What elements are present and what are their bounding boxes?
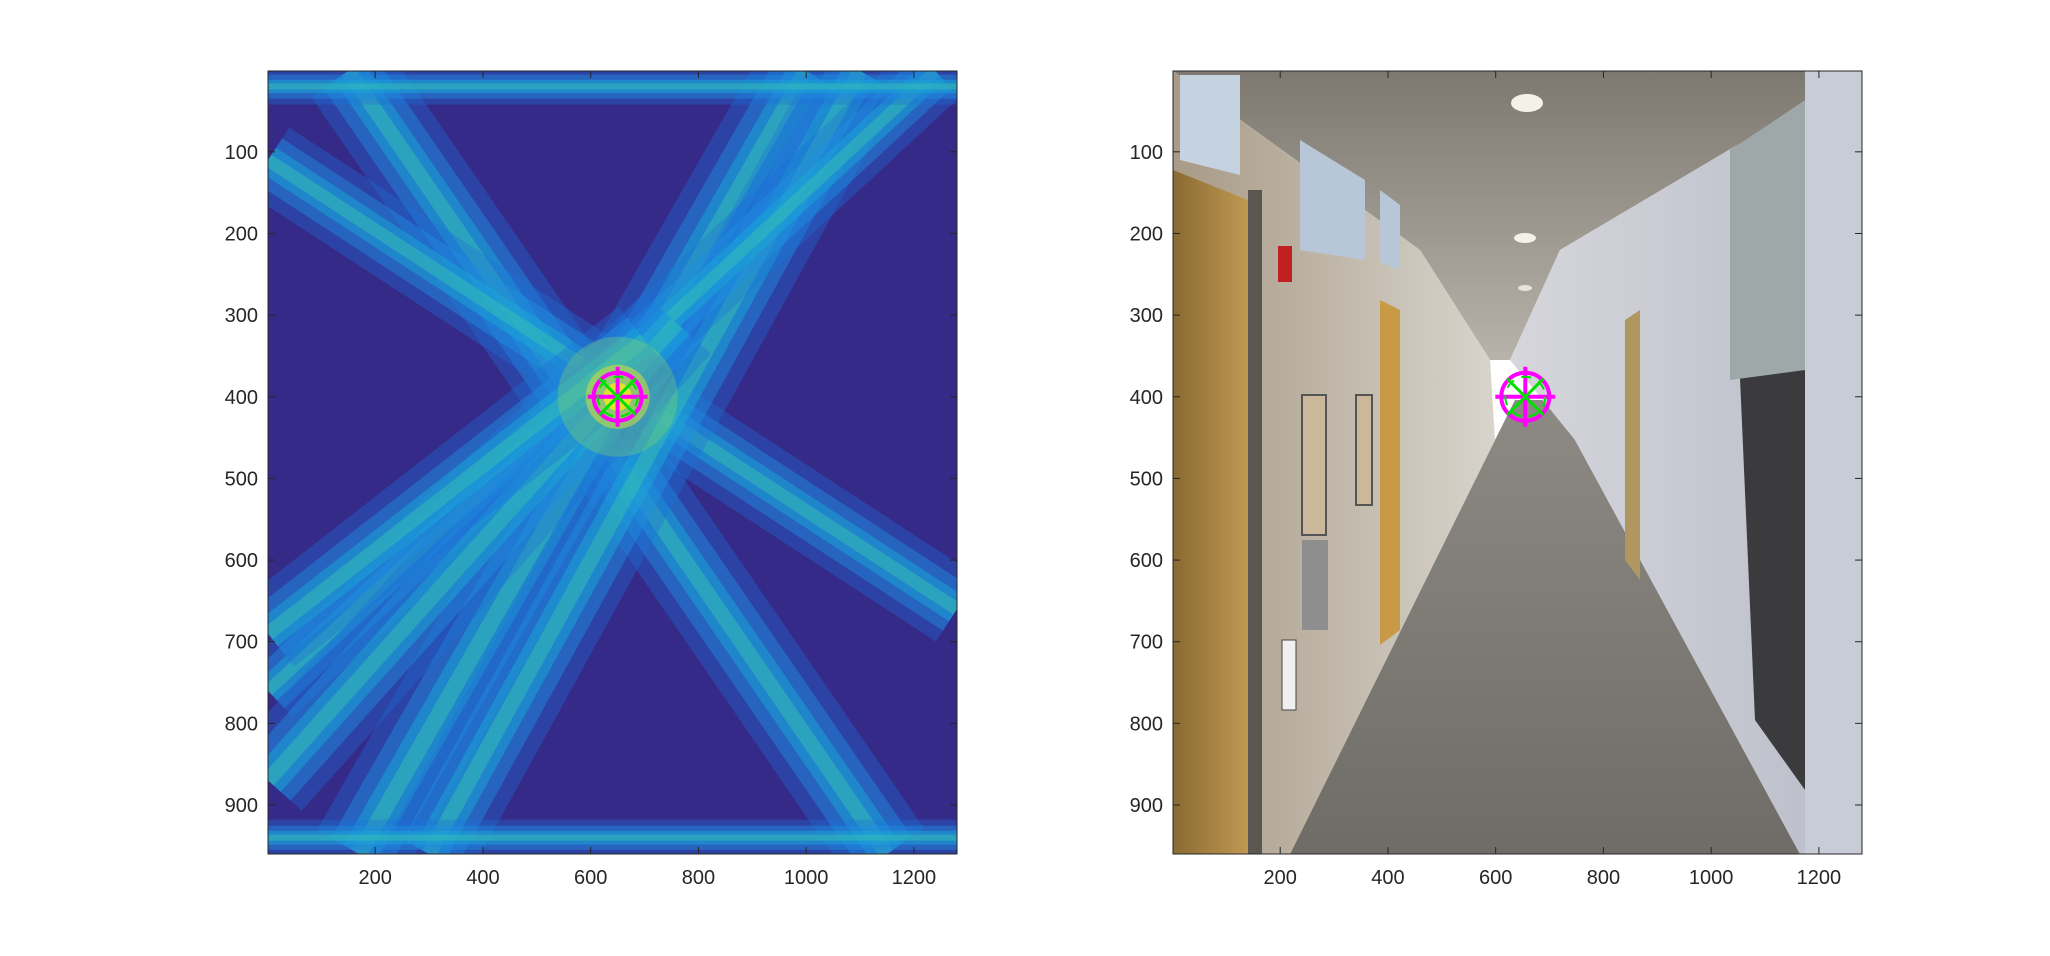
heatmap-xtick-label: 400 — [466, 867, 499, 889]
photo-bulletin-board-2 — [1355, 394, 1373, 506]
photo-right-doorway — [1625, 310, 1640, 580]
photo-light-3 — [1518, 285, 1532, 291]
heatmap-marker — [587, 366, 648, 427]
photo-xtick-label: 200 — [1264, 867, 1297, 889]
photo-door-far — [1380, 300, 1400, 645]
heatmap-xtick-label: 200 — [359, 867, 392, 889]
heatmap-beam — [310, 71, 925, 854]
heatmap-ytick-label: 200 — [225, 223, 258, 245]
photo-bulletin-board-1 — [1301, 394, 1327, 536]
photo-marker-x — [1506, 377, 1545, 416]
photo-ceiling — [1173, 71, 1862, 360]
photo-ytick-label: 400 — [1130, 387, 1163, 409]
photo-xtick-label: 800 — [1587, 867, 1620, 889]
heatmap-ticks: 200 400 600 800 1000 1200 100 200 300 400 500 600 70… — [225, 71, 957, 889]
photo-marker-ring — [1504, 375, 1547, 418]
photo-ticks: 200 400 600 800 1000 1200 100 200 300 400 500 600 70… — [1130, 71, 1862, 889]
photo-door-near — [1173, 170, 1258, 854]
photo-right-glass-top — [1730, 100, 1805, 380]
heatmap-ytick-label: 700 — [225, 632, 258, 654]
photo-marker — [1495, 366, 1556, 427]
photo-fire-alarm — [1278, 246, 1292, 282]
heatmap-ytick-label: 900 — [225, 795, 258, 817]
heatmap-beam — [316, 71, 849, 854]
photo-axes: 200 400 600 800 1000 1200 100 200 300 400 500 600 70… — [1130, 70, 1863, 889]
heatmap-axes: 200 400 600 800 1000 1200 100 200 300 400 500 600 70… — [225, 70, 958, 889]
photo-window-near — [1180, 75, 1240, 175]
photo-window-2 — [1380, 190, 1400, 270]
heatmap-ytick-label: 800 — [225, 713, 258, 735]
photo-light-1 — [1511, 94, 1543, 112]
photo-axes-frame — [1172, 70, 1863, 855]
heatmap-beam — [268, 306, 671, 667]
photo-ytick-label: 600 — [1130, 550, 1163, 572]
hallway-photo — [1173, 71, 1862, 854]
photo-poster — [1281, 639, 1297, 711]
photo-xtick-label: 400 — [1371, 867, 1404, 889]
photo-door-frame — [1248, 190, 1262, 854]
photo-xtick-label: 1200 — [1797, 867, 1842, 889]
heatmap-marker-x — [598, 377, 637, 416]
heatmap-xtick-label: 600 — [574, 867, 607, 889]
photo-right-pillar — [1805, 71, 1862, 854]
photo-ytick-label: 900 — [1130, 795, 1163, 817]
heatmap-xtick-label: 1000 — [784, 867, 829, 889]
photo-ytick-label: 800 — [1130, 713, 1163, 735]
photo-ytick-label: 300 — [1130, 305, 1163, 327]
heatmap-marker-ring — [596, 375, 639, 418]
heatmap-ytick-label: 100 — [225, 142, 258, 164]
photo-windows — [1300, 140, 1365, 260]
heatmap-ytick-label: 500 — [225, 468, 258, 490]
heatmap-ytick-label: 400 — [225, 387, 258, 409]
photo-floor — [1290, 400, 1800, 854]
heatmap-beams — [268, 71, 957, 854]
photo-ytick-label: 500 — [1130, 468, 1163, 490]
photo-wall-pocket — [1302, 540, 1328, 630]
photo-xtick-label: 600 — [1479, 867, 1512, 889]
photo-xtick-label: 1000 — [1689, 867, 1734, 889]
heatmap-axes-frame — [267, 70, 958, 855]
heatmap-xtick-label: 1200 — [892, 867, 937, 889]
photo-ytick-label: 200 — [1130, 223, 1163, 245]
heatmap-ytick-label: 600 — [225, 550, 258, 572]
photo-ytick-label: 100 — [1130, 142, 1163, 164]
photo-light-2 — [1514, 233, 1536, 243]
photo-ytick-label: 700 — [1130, 632, 1163, 654]
heatmap-ytick-label: 300 — [225, 305, 258, 327]
heatmap-xtick-label: 800 — [682, 867, 715, 889]
